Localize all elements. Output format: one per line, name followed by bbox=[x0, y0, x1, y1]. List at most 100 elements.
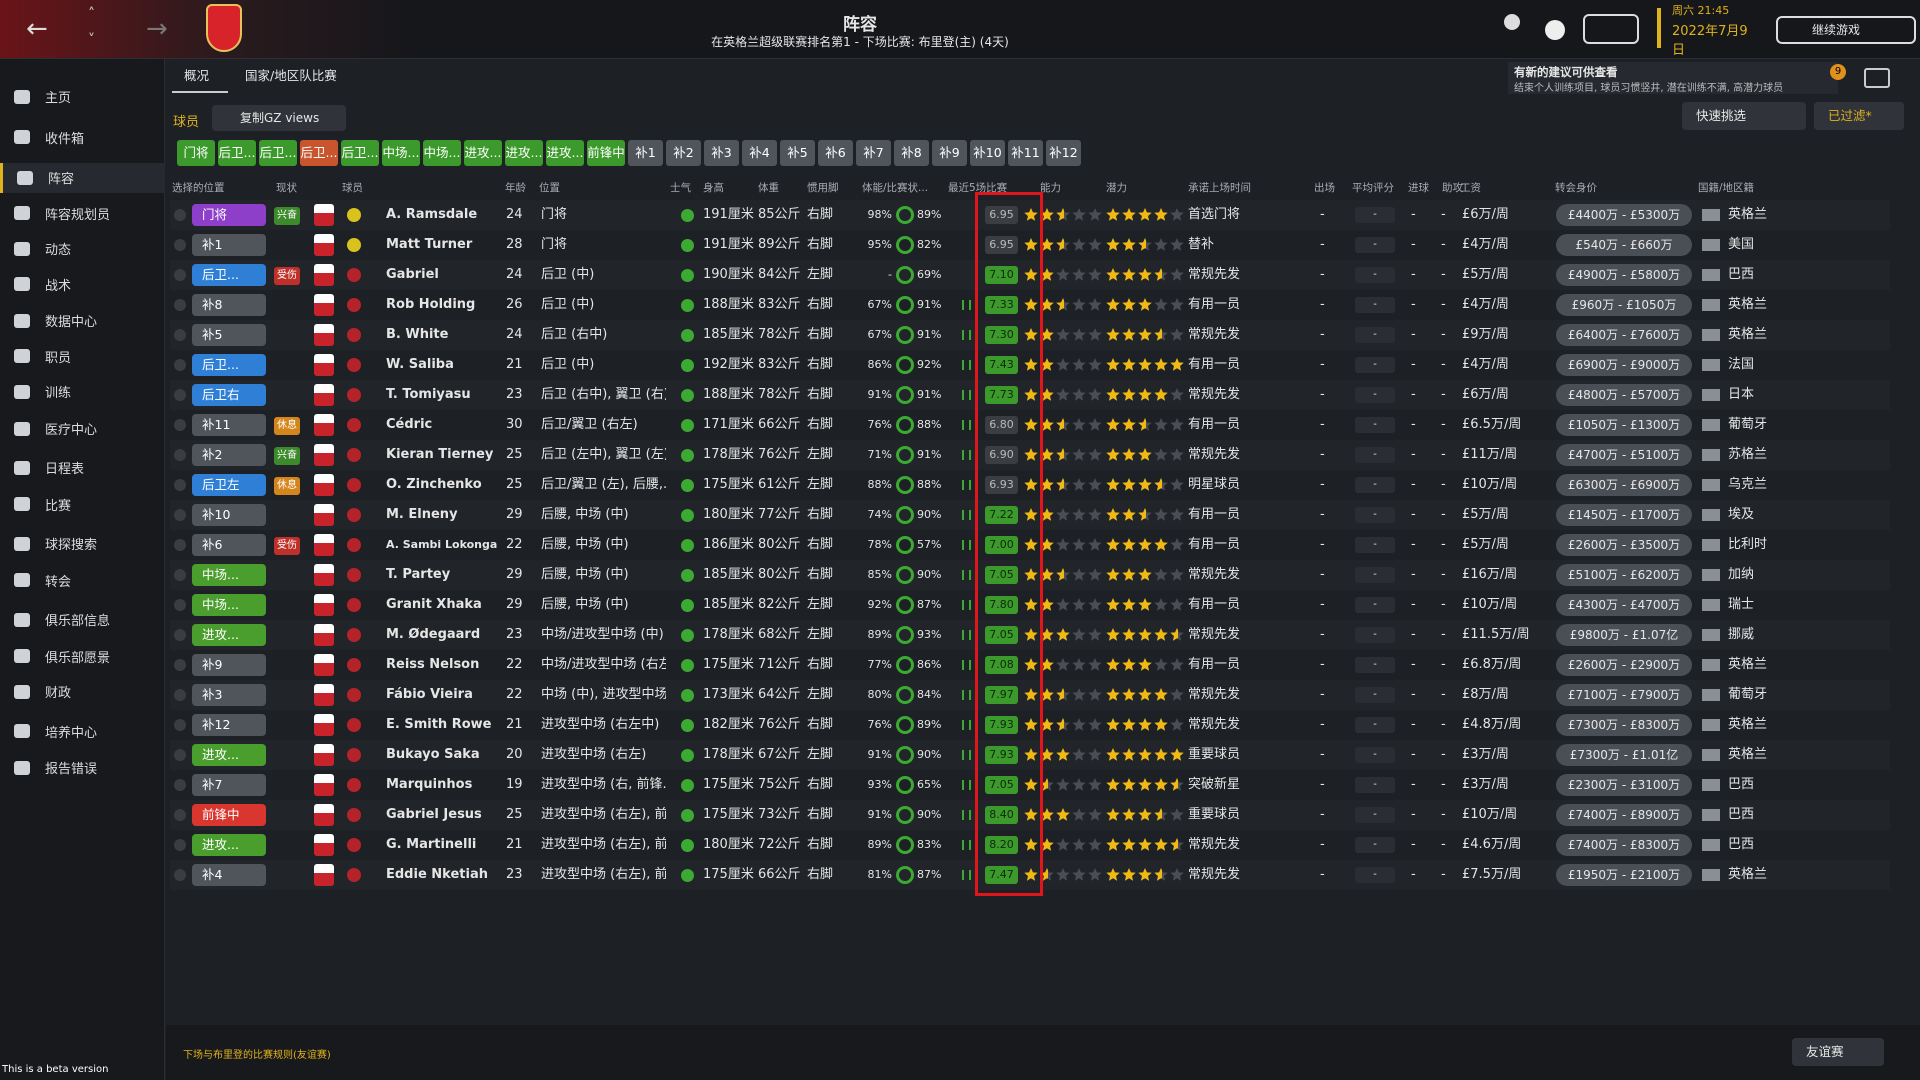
column-header[interactable]: 球员 bbox=[342, 182, 363, 194]
checkbox[interactable] bbox=[174, 659, 186, 671]
player-row[interactable]: 补5 B. White 24 后卫 (右中) 185厘米 78公斤 右脚 67% 91% 7.30… bbox=[170, 320, 1890, 350]
selected-position[interactable]: 后卫右 bbox=[192, 384, 266, 406]
up-button[interactable]: ˄ bbox=[88, 6, 95, 22]
column-header[interactable]: 转会身价 bbox=[1555, 182, 1597, 194]
player-name[interactable]: Rob Holding bbox=[386, 297, 476, 312]
player-name[interactable]: B. White bbox=[386, 327, 449, 342]
checkbox[interactable] bbox=[174, 209, 186, 221]
checkbox[interactable] bbox=[174, 479, 186, 491]
column-header[interactable]: 进球 bbox=[1408, 182, 1429, 194]
nav-item[interactable]: 转会 bbox=[0, 565, 165, 595]
help-button[interactable] bbox=[1545, 20, 1565, 40]
player-row[interactable]: 补12 E. Smith Rowe 21 进攻型中场 (右左中) 182厘米 76公斤 右脚… bbox=[170, 710, 1890, 740]
formation-button[interactable]: 门将 bbox=[177, 140, 215, 166]
player-row[interactable]: 补11 休息 Cédric 30 后卫/翼卫 (右左) 171厘米 66公斤 右脚 76% 88%… bbox=[170, 410, 1890, 440]
tab[interactable]: 国家/地区队比赛 bbox=[245, 68, 337, 83]
formation-button[interactable]: 补3 bbox=[704, 140, 739, 166]
checkbox[interactable] bbox=[174, 719, 186, 731]
nav-item[interactable]: 培养中心 bbox=[0, 716, 165, 746]
player-row[interactable]: 后卫... 受伤 Gabriel 24 后卫 (中) 190厘米 84公斤 左脚 - 69% 7.1… bbox=[170, 260, 1890, 290]
column-header[interactable]: 位置 bbox=[539, 182, 560, 194]
checkbox[interactable] bbox=[174, 299, 186, 311]
selected-position[interactable]: 进攻... bbox=[192, 834, 266, 856]
column-header[interactable]: 体能/比赛状... bbox=[862, 182, 929, 194]
selected-position[interactable]: 进攻... bbox=[192, 624, 266, 646]
player-name[interactable]: Gabriel bbox=[386, 267, 439, 282]
player-name[interactable]: Cédric bbox=[386, 417, 433, 432]
tab[interactable]: 概况 bbox=[172, 63, 228, 93]
player-row[interactable]: 后卫右 T. Tomiyasu 23 后卫 (右中), 翼卫 (右) 188厘米 78公斤… bbox=[170, 380, 1890, 410]
player-row[interactable]: 补1 Matt Turner 28 门将 191厘米 89公斤 右脚 95% 82% 6.95 替补… bbox=[170, 230, 1890, 260]
back-button[interactable]: ← bbox=[26, 14, 48, 44]
column-header[interactable]: 现状 bbox=[276, 182, 297, 194]
checkbox[interactable] bbox=[174, 599, 186, 611]
player-name[interactable]: M. Ødegaard bbox=[386, 627, 481, 642]
player-row[interactable]: 前锋中 Gabriel Jesus 25 进攻型中场 (右左), 前... 175厘米 7… bbox=[170, 800, 1890, 830]
player-row[interactable]: 门将 兴奋 A. Ramsdale 24 门将 191厘米 85公斤 右脚 98% 89% 6.95… bbox=[170, 200, 1890, 230]
notice-box[interactable] bbox=[1508, 62, 1838, 94]
column-header[interactable]: 工资 bbox=[1460, 182, 1481, 194]
formation-button[interactable]: 补2 bbox=[666, 140, 701, 166]
selected-position[interactable]: 补8 bbox=[192, 294, 266, 316]
selected-position[interactable]: 补11 bbox=[192, 414, 266, 436]
formation-button[interactable]: 补6 bbox=[818, 140, 853, 166]
player-name[interactable]: O. Zinchenko bbox=[386, 477, 482, 492]
player-row[interactable]: 后卫... W. Saliba 21 后卫 (中) 192厘米 83公斤 右脚 86% 92% 7… bbox=[170, 350, 1890, 380]
formation-button[interactable]: 后卫... bbox=[218, 140, 256, 166]
player-row[interactable]: 补8 Rob Holding 26 后卫 (中) 188厘米 83公斤 右脚 67% 91% 7.… bbox=[170, 290, 1890, 320]
column-header[interactable]: 助攻 bbox=[1442, 182, 1463, 194]
selected-position[interactable]: 补3 bbox=[192, 684, 266, 706]
selected-position[interactable]: 补7 bbox=[192, 774, 266, 796]
nav-item[interactable]: 俱乐部愿景 bbox=[0, 641, 165, 671]
checkbox[interactable] bbox=[174, 419, 186, 431]
down-button[interactable]: ˅ bbox=[88, 32, 95, 48]
player-row[interactable]: 进攻... Bukayo Saka 20 进攻型中场 (右左) 178厘米 67公斤 左脚 9… bbox=[170, 740, 1890, 770]
nav-item[interactable]: 财政 bbox=[0, 677, 165, 707]
selected-position[interactable]: 补5 bbox=[192, 324, 266, 346]
player-row[interactable]: 补9 Reiss Nelson 22 中场/进攻型中场 (右左) 175厘米 71公斤 右脚… bbox=[170, 650, 1890, 680]
selected-position[interactable]: 门将 bbox=[192, 204, 266, 226]
checkbox[interactable] bbox=[174, 569, 186, 581]
formation-button[interactable]: 进攻... bbox=[505, 140, 543, 166]
player-name[interactable]: E. Smith Rowe bbox=[386, 717, 492, 732]
formation-button[interactable]: 补7 bbox=[856, 140, 891, 166]
column-header[interactable]: 选择的位置 bbox=[172, 182, 225, 194]
column-header[interactable]: 年龄 bbox=[505, 182, 526, 194]
selected-position[interactable]: 补4 bbox=[192, 864, 266, 886]
selected-position[interactable]: 补12 bbox=[192, 714, 266, 736]
club-crest[interactable] bbox=[206, 4, 242, 52]
formation-button[interactable]: 后卫... bbox=[259, 140, 297, 166]
checkbox[interactable] bbox=[174, 689, 186, 701]
player-name[interactable]: Fábio Vieira bbox=[386, 687, 473, 702]
formation-button[interactable]: 补9 bbox=[932, 140, 967, 166]
player-name[interactable]: Matt Turner bbox=[386, 237, 473, 252]
checkbox[interactable] bbox=[174, 749, 186, 761]
formation-button[interactable]: 补11 bbox=[1008, 140, 1043, 166]
checkbox[interactable] bbox=[174, 809, 186, 821]
formation-button[interactable]: 补4 bbox=[742, 140, 777, 166]
nav-item[interactable]: 球探搜索 bbox=[0, 529, 165, 559]
filter-button[interactable]: 已过滤* bbox=[1814, 102, 1904, 130]
player-row[interactable]: 中场... Granit Xhaka 29 后腰, 中场 (中) 185厘米 82公斤 左脚… bbox=[170, 590, 1890, 620]
checkbox[interactable] bbox=[174, 869, 186, 881]
column-header[interactable]: 身高 bbox=[703, 182, 724, 194]
selected-position[interactable]: 中场... bbox=[192, 564, 266, 586]
column-header[interactable]: 出场 bbox=[1314, 182, 1335, 194]
selected-position[interactable]: 补6 bbox=[192, 534, 266, 556]
player-name[interactable]: Gabriel Jesus bbox=[386, 807, 482, 822]
player-row[interactable]: 进攻... G. Martinelli 21 进攻型中场 (右左), 前... 180厘… bbox=[170, 830, 1890, 860]
formation-button[interactable]: 补1 bbox=[628, 140, 663, 166]
formation-button[interactable]: 后卫... bbox=[300, 140, 338, 166]
player-name[interactable]: Reiss Nelson bbox=[386, 657, 480, 672]
formation-button[interactable]: 前锋中 bbox=[587, 140, 625, 166]
column-header[interactable]: 承诺上场时间 bbox=[1188, 182, 1251, 194]
player-row[interactable]: 补3 Fábio Vieira 22 中场 (中), 进攻型中场... 173厘米 64公… bbox=[170, 680, 1890, 710]
player-name[interactable]: A. Sambi Lokonga bbox=[386, 538, 498, 551]
column-header[interactable]: 惯用脚 bbox=[807, 182, 839, 194]
player-row[interactable]: 补7 Marquinhos 19 进攻型中场 (右, 前锋... 175厘米 75公斤 右脚… bbox=[170, 770, 1890, 800]
nav-item[interactable]: 阵容 bbox=[0, 162, 165, 193]
player-row[interactable]: 中场... T. Partey 29 后腰, 中场 (中) 185厘米 80公斤 右脚 85%… bbox=[170, 560, 1890, 590]
icon[interactable] bbox=[1504, 14, 1520, 30]
icon[interactable] bbox=[1864, 68, 1890, 88]
player-name[interactable]: W. Saliba bbox=[386, 357, 454, 372]
